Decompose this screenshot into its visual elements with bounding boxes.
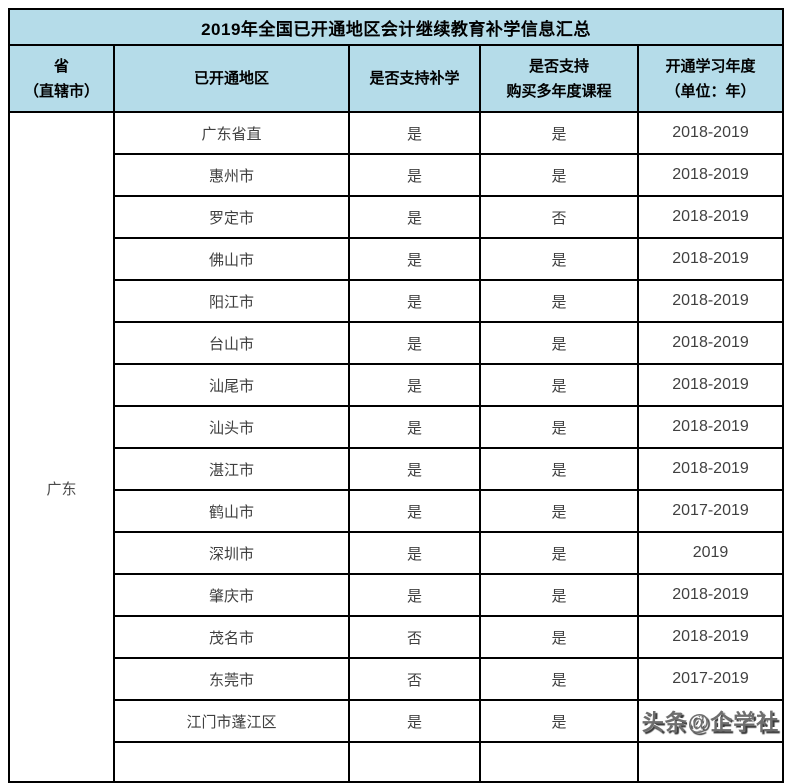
col-header-multiyear-line1: 是否支持 [528,57,589,75]
cell-region: 广东省直 [113,111,350,155]
cell-makeup: 是 [348,489,481,533]
table-row: 汕头市 是 是 2018-2019 [9,405,785,449]
cell-region: 佛山市 [113,237,350,281]
cell-region: 汕头市 [113,405,350,449]
col-header-years: 开通学习年度 （单位：年） [636,44,785,113]
cell-makeup: 是 [348,279,481,323]
table-row: 台山市 是 是 2018-2019 [9,321,785,365]
table-row: 肇庆市 是 是 2018-2019 [9,573,785,617]
cell-multiyear: 是 [479,573,639,617]
cell-region: 惠州市 [113,153,350,197]
cell-makeup: 是 [348,363,481,407]
table-row-clipped [9,741,785,783]
cell-region: 鹤山市 [113,489,350,533]
cell-years: 2019 [636,531,785,575]
cell-makeup: 是 [348,699,481,743]
cell-multiyear: 是 [479,531,639,575]
cell-multiyear: 是 [479,279,639,323]
cell-years [636,741,785,783]
col-header-region: 已开通地区 [113,44,350,113]
cell-region: 汕尾市 [113,363,350,407]
province-label: 广东 [46,480,77,498]
cell-region: 罗定市 [113,195,350,239]
col-header-multiyear: 是否支持 购买多年度课程 [479,44,639,113]
cell-makeup: 否 [348,657,481,701]
col-header-province: 省 （直辖市） [8,44,115,113]
cell-years: 2017-2019 [636,657,785,701]
toutiao-watermark: 头条@企学社 [641,710,780,735]
table-row: 东莞市 否 是 2017-2019 [9,657,785,701]
cell-multiyear: 是 [479,321,639,365]
cell-years: 2017-2019 [636,489,785,533]
table-row: 汕尾市 是 是 2018-2019 [9,363,785,407]
col-header-years-line2: （单位：年） [665,82,756,100]
cell-region: 深圳市 [113,531,350,575]
cell-region: 湛江市 [113,447,350,491]
cell-multiyear: 是 [479,699,639,743]
col-header-years-line1: 开通学习年度 [665,57,756,75]
cell-region: 肇庆市 [113,573,350,617]
cell-years: 2018-2019 [636,615,785,659]
cell-makeup: 是 [348,531,481,575]
cell-makeup: 是 [348,573,481,617]
table-row: 罗定市 是 否 2018-2019 [9,195,785,239]
cell-multiyear: 是 [479,405,639,449]
cell-makeup [348,741,481,783]
cell-makeup: 是 [348,153,481,197]
cell-years: 2018-2019 [636,153,785,197]
table-row: 阳江市 是 是 2018-2019 [9,279,785,323]
cell-years: 2018-2019 [636,573,785,617]
header-row: 省 （直辖市） 已开通地区 是否支持补学 是否支持 购买多年度课程 开通学习年度… [8,44,785,113]
cell-makeup: 是 [348,195,481,239]
cell-region: 江门市蓬江区 [113,699,350,743]
cell-makeup: 是 [348,447,481,491]
cell-multiyear: 是 [479,657,639,701]
table-row: 惠州市 是 是 2018-2019 [9,153,785,197]
cell-multiyear: 是 [479,615,639,659]
cell-region [113,741,350,783]
cell-region: 阳江市 [113,279,350,323]
cell-multiyear: 是 [479,153,639,197]
cell-multiyear: 否 [479,195,639,239]
table-row: 湛江市 是 是 2018-2019 [9,447,785,491]
col-header-multiyear-line2: 购买多年度课程 [506,82,612,100]
table-row: 鹤山市 是 是 2017-2019 [9,489,785,533]
cell-years: 2018-2019 [636,279,785,323]
title-row: 2019年全国已开通地区会计继续教育补学信息汇总 [7,8,785,46]
cell-years: 2018-2019 [636,363,785,407]
cell-makeup: 是 [348,111,481,155]
cell-multiyear: 是 [479,237,639,281]
col-header-province-line1: 省 [53,57,69,75]
cell-years: 2018-2019 [636,111,785,155]
cell-years: 2018-2019 [636,405,785,449]
table-row: 江门市蓬江区 是 是 头条@企学社 [9,699,785,743]
table-wrap: 2019年全国已开通地区会计继续教育补学信息汇总 省 （直辖市） 已开通地区 是… [7,8,785,783]
col-header-province-line2: （直辖市） [23,82,99,100]
makeup-education-table: 2019年全国已开通地区会计继续教育补学信息汇总 省 （直辖市） 已开通地区 是… [7,8,785,783]
table-row: 茂名市 否 是 2018-2019 [9,615,785,659]
table-row: 佛山市 是 是 2018-2019 [9,237,785,281]
cell-makeup: 是 [348,405,481,449]
cell-region: 茂名市 [113,615,350,659]
cell-multiyear: 是 [479,489,639,533]
cell-makeup: 是 [348,321,481,365]
cell-years: 2018-2019 [636,447,785,491]
cell-region: 东莞市 [113,657,350,701]
cell-multiyear: 是 [479,447,639,491]
cell-region: 台山市 [113,321,350,365]
province-cell: 广东 [8,111,115,783]
table-row: 深圳市 是 是 2019 [9,531,785,575]
cell-makeup: 是 [348,237,481,281]
table-row: 广东 广东省直 是 是 2018-2019 [8,111,785,783]
cell-years: 2018-2019 [636,237,785,281]
cell-multiyear [479,741,639,783]
cell-years: 2018-2019 [636,195,785,239]
cell-multiyear: 是 [479,363,639,407]
cell-years: 2018-2019 [636,321,785,365]
cell-years-watermarked: 头条@企学社 [636,699,785,743]
col-header-makeup: 是否支持补学 [348,44,481,113]
cell-multiyear: 是 [479,111,639,155]
cell-makeup: 否 [348,615,481,659]
table-title: 2019年全国已开通地区会计继续教育补学信息汇总 [7,8,785,46]
